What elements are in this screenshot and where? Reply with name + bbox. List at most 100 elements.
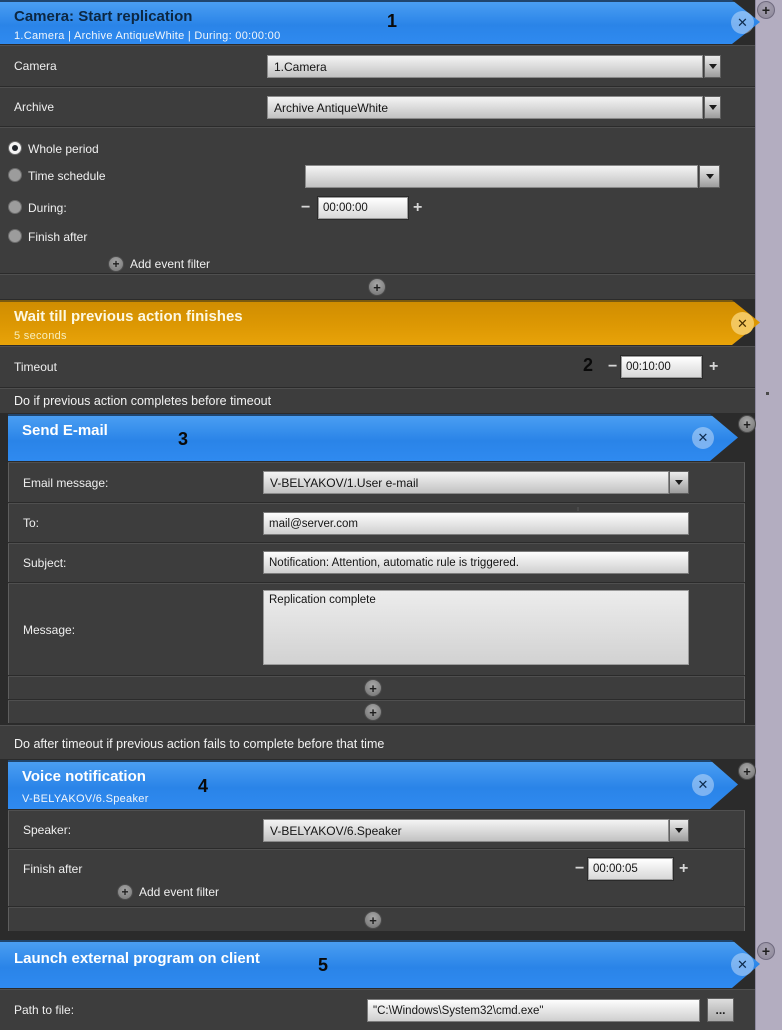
do-after-label-row: Do after timeout if previous action fail… <box>0 725 755 759</box>
speaker-select[interactable]: V-BELYAKOV/6.Speaker <box>263 819 669 842</box>
add-action-icon[interactable]: + <box>757 1 775 19</box>
archive-label: Archive <box>14 100 55 114</box>
subject-input[interactable] <box>263 551 689 574</box>
camera-panel-title: Camera: Start replication <box>14 8 193 25</box>
wait-panel-header[interactable]: Wait till previous action finishes 5 sec… <box>0 300 760 345</box>
speaker-label: Speaker: <box>23 822 72 837</box>
annotation-5: 5 <box>318 955 329 975</box>
time-schedule-label: Time schedule <box>28 169 106 183</box>
add-event-filter-icon[interactable]: + <box>108 256 124 272</box>
do-if-label: Do if previous action completes before t… <box>14 394 272 408</box>
email-message-dropdown-button[interactable] <box>669 471 689 494</box>
close-icon[interactable]: ✕ <box>692 774 714 796</box>
during-minus-button[interactable]: − <box>301 199 311 216</box>
close-icon[interactable]: ✕ <box>731 953 754 976</box>
voice-panel-subtitle: V-BELYAKOV/6.Speaker <box>22 793 149 805</box>
camera-add-row: + <box>0 274 755 299</box>
whole-period-label: Whole period <box>28 142 99 156</box>
do-if-add-row: + <box>8 700 745 723</box>
camera-select[interactable]: 1.Camera <box>267 55 703 78</box>
add-action-icon[interactable]: + <box>738 762 756 780</box>
during-time-input[interactable] <box>318 197 408 219</box>
add-event-filter-button[interactable]: Add event filter <box>139 885 220 899</box>
launch-panel-title: Launch external program on client <box>14 950 260 967</box>
finish-after-time-input[interactable] <box>588 858 673 880</box>
voice-finish-row: Finish after − + + Add event filter <box>8 849 745 906</box>
timeout-plus-button[interactable]: + <box>709 358 719 375</box>
during-radio[interactable] <box>8 200 22 214</box>
archive-dropdown-button[interactable] <box>704 96 721 119</box>
time-schedule-select[interactable] <box>305 165 698 188</box>
finish-after-label: Finish after <box>28 230 88 244</box>
camera-panel-subtitle: 1.Camera | Archive AntiqueWhite | During… <box>14 30 281 42</box>
do-if-label-row: Do if previous action completes before t… <box>0 388 755 413</box>
chevron-down-icon <box>705 174 714 179</box>
message-label: Message: <box>23 622 76 637</box>
chevron-down-icon <box>675 480 683 485</box>
voice-finish-after-label: Finish after <box>23 862 83 876</box>
speck-dot <box>766 392 769 395</box>
finish-after-plus-button[interactable]: + <box>679 860 689 877</box>
email-panel-header[interactable]: Send E-mail <box>8 414 738 461</box>
to-input[interactable] <box>263 512 689 535</box>
chevron-down-icon <box>708 64 717 69</box>
camera-dropdown-button[interactable] <box>704 55 721 78</box>
annotation-1: 1 <box>387 11 398 31</box>
launch-panel-header[interactable]: Launch external program on client <box>0 940 760 988</box>
close-icon[interactable]: ✕ <box>692 427 714 449</box>
path-row: Path to file: ... <box>0 989 755 1030</box>
camera-panel-header[interactable]: Camera: Start replication 1.Camera | Arc… <box>0 0 760 44</box>
email-message-label: Email message: <box>23 475 109 490</box>
timeout-time-input[interactable] <box>621 356 702 378</box>
add-item-icon[interactable]: + <box>364 703 382 721</box>
chevron-down-icon <box>708 105 717 110</box>
path-to-file-label: Path to file: <box>14 1003 75 1017</box>
email-panel-title: Send E-mail <box>22 422 108 439</box>
archive-row: Archive Archive AntiqueWhite <box>0 87 755 126</box>
annotation-4: 4 <box>198 776 209 796</box>
period-options-row: Whole period Time schedule During: − + F… <box>0 127 755 273</box>
time-schedule-radio[interactable] <box>8 168 22 182</box>
add-event-filter-button[interactable]: Add event filter <box>130 257 211 271</box>
annotation-3: 3 <box>178 429 189 449</box>
finish-after-radio[interactable] <box>8 229 22 243</box>
to-row: To: <box>8 503 745 542</box>
path-to-file-input[interactable] <box>367 999 700 1022</box>
camera-row: Camera 1.Camera <box>0 45 755 86</box>
timeout-minus-button[interactable]: − <box>608 358 618 375</box>
voice-panel-title: Voice notification <box>22 768 146 785</box>
archive-select[interactable]: Archive AntiqueWhite <box>267 96 703 119</box>
finish-after-minus-button[interactable]: − <box>575 860 585 877</box>
email-message-row: Email message: V-BELYAKOV/1.User e-mail <box>8 462 745 502</box>
add-item-icon[interactable]: + <box>368 278 386 296</box>
time-schedule-dropdown-button[interactable] <box>699 165 720 188</box>
subject-label: Subject: <box>23 556 67 570</box>
add-item-icon[interactable]: + <box>364 679 382 697</box>
do-after-label: Do after timeout if previous action fail… <box>14 737 385 751</box>
to-label: To: <box>23 516 40 530</box>
close-icon[interactable]: ✕ <box>731 312 754 335</box>
add-action-icon[interactable]: + <box>757 942 775 960</box>
voice-add-row: + <box>8 907 745 931</box>
add-event-filter-icon[interactable]: + <box>117 884 133 900</box>
email-message-select[interactable]: V-BELYAKOV/1.User e-mail <box>263 471 669 494</box>
wait-panel-subtitle: 5 seconds <box>14 330 67 342</box>
voice-panel-header[interactable]: Voice notification V-BELYAKOV/6.Speaker <box>8 760 738 809</box>
add-action-icon[interactable]: + <box>738 415 756 433</box>
browse-button[interactable]: ... <box>707 998 734 1022</box>
add-item-icon[interactable]: + <box>364 911 382 929</box>
timeout-row: Timeout − + <box>0 346 755 387</box>
whole-period-radio[interactable] <box>8 141 22 155</box>
wait-panel-title: Wait till previous action finishes <box>14 308 243 325</box>
camera-label: Camera <box>14 59 57 73</box>
timeout-label: Timeout <box>14 360 57 374</box>
side-background-strip <box>755 0 782 1030</box>
chevron-down-icon <box>675 828 683 833</box>
speck-mark <box>577 507 579 511</box>
subject-row: Subject: <box>8 543 745 582</box>
close-icon[interactable]: ✕ <box>731 11 754 34</box>
speaker-dropdown-button[interactable] <box>669 819 689 842</box>
message-textarea[interactable]: Replication complete <box>263 590 689 665</box>
during-plus-button[interactable]: + <box>413 199 423 216</box>
